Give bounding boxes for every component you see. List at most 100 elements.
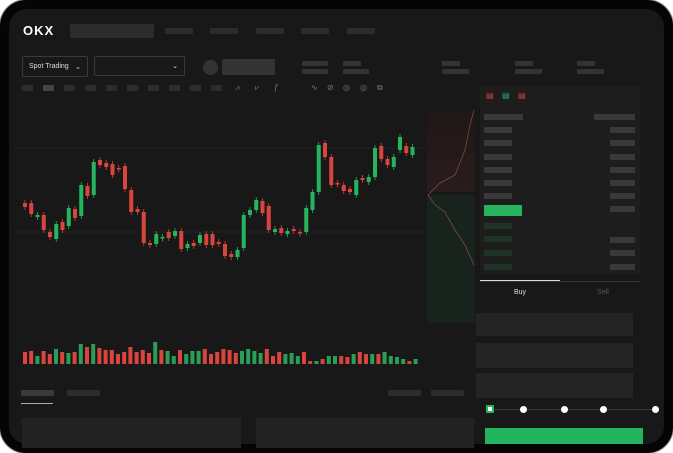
candle (141, 212, 146, 243)
candle (123, 166, 127, 189)
timeframe-button[interactable] (211, 85, 222, 91)
nav-item[interactable] (210, 28, 238, 34)
volume-bar (271, 356, 275, 364)
nav-item[interactable] (301, 28, 329, 34)
volume-bar (35, 356, 40, 364)
timeframe-button[interactable] (127, 85, 138, 91)
ask-amount[interactable] (610, 154, 635, 160)
bid-price[interactable] (484, 250, 512, 256)
orderbook-header[interactable] (484, 114, 523, 120)
fullscreen-icon[interactable]: ⧉ (377, 83, 383, 92)
slider-step[interactable] (600, 406, 607, 413)
volume-bar (165, 351, 170, 364)
ask-price[interactable] (484, 193, 512, 199)
volume-bar (376, 354, 381, 364)
search-bar-placeholder[interactable] (70, 24, 154, 38)
camera-icon[interactable]: ◎ (343, 83, 350, 92)
indicator-icon[interactable]: ƒ (274, 83, 279, 92)
volume-bar (351, 354, 356, 364)
stat-value (343, 69, 369, 74)
bid-amount[interactable] (610, 250, 635, 256)
bid-price[interactable] (484, 223, 512, 229)
ask-amount[interactable] (610, 180, 635, 186)
price-input[interactable] (476, 313, 633, 336)
chevron-down-icon: ⌄ (75, 63, 81, 71)
candle (185, 244, 190, 248)
volume-bar (407, 361, 412, 364)
volume-bar (72, 352, 77, 364)
ask-price[interactable] (484, 140, 512, 146)
bottom-tab[interactable] (67, 390, 100, 396)
nav-item[interactable] (347, 28, 375, 34)
candle (266, 206, 271, 230)
orderbook-header[interactable] (594, 114, 635, 120)
candle (298, 232, 302, 234)
volume-bar (240, 351, 244, 364)
orderbook-sell-icon[interactable]: ▤ (518, 91, 526, 100)
timeframe-button[interactable] (22, 85, 33, 91)
wave-icon[interactable]: ∿ (311, 83, 318, 92)
pair-selector[interactable]: ⌄ (94, 56, 185, 76)
ask-amount[interactable] (610, 140, 635, 146)
buy-submit-button[interactable] (485, 428, 643, 444)
nav-item[interactable] (165, 28, 193, 34)
ask-amount[interactable] (610, 206, 635, 212)
bottom-tab-active[interactable] (21, 390, 54, 396)
timeframe-button[interactable] (64, 85, 75, 91)
tab-buy[interactable]: Buy (513, 289, 527, 296)
candle (41, 215, 46, 230)
slider-step[interactable] (561, 406, 568, 413)
candle (398, 137, 402, 150)
stat-value (442, 69, 469, 74)
volume-bar (333, 356, 337, 364)
timeframe-button[interactable] (148, 85, 159, 91)
bottom-action[interactable] (431, 390, 464, 396)
timeframe-button[interactable] (106, 85, 117, 91)
bid-amount[interactable] (610, 237, 635, 243)
volume-bar (66, 353, 71, 364)
line-tool-icon[interactable]: ⩘ (235, 83, 240, 92)
slider-handle[interactable] (486, 405, 494, 413)
price-placeholder (222, 59, 275, 75)
bid-price[interactable] (484, 236, 512, 242)
ask-amount[interactable] (610, 193, 635, 199)
slider-step[interactable] (652, 406, 659, 413)
bid-price[interactable] (484, 264, 512, 270)
ask-amount[interactable] (610, 127, 635, 133)
timeframe-button[interactable] (85, 85, 96, 91)
volume-bar (215, 352, 220, 364)
candle (54, 224, 59, 239)
chart-type-icon[interactable]: ⩗ (255, 83, 260, 92)
volume-bar (308, 361, 313, 364)
timeframe-button-active[interactable] (43, 85, 54, 91)
timeframe-button[interactable] (169, 85, 180, 91)
slider-step[interactable] (520, 406, 527, 413)
ask-price[interactable] (484, 154, 512, 160)
ask-price[interactable] (484, 180, 512, 186)
total-input[interactable] (476, 373, 633, 398)
orderbook-buy-icon[interactable]: ▤ (502, 91, 510, 100)
volume-bar (196, 351, 201, 364)
amount-input[interactable] (476, 343, 633, 368)
volume-bar (227, 350, 232, 364)
bottom-action[interactable] (388, 390, 421, 396)
timeframe-button[interactable] (190, 85, 201, 91)
volume-bar (103, 350, 108, 364)
ask-price[interactable] (484, 127, 512, 133)
tab-sell[interactable]: Sell (597, 289, 609, 296)
orderbook-both-icon[interactable]: ▤ (486, 91, 494, 100)
candle (291, 229, 296, 231)
volume-bar (277, 352, 282, 364)
ask-amount[interactable] (610, 167, 635, 173)
pen-icon[interactable]: ⊘ (327, 83, 334, 92)
nav-item[interactable] (256, 28, 284, 34)
leverage-slider-track[interactable] (489, 409, 657, 410)
candle (216, 242, 221, 244)
settings-icon[interactable]: ◎ (360, 83, 367, 92)
volume-bar (109, 350, 114, 364)
bid-amount[interactable] (610, 264, 635, 270)
spot-trading-selector[interactable]: Spot Trading ⌄ (22, 56, 88, 77)
ask-price[interactable] (484, 167, 512, 173)
volume-bar (283, 354, 288, 364)
